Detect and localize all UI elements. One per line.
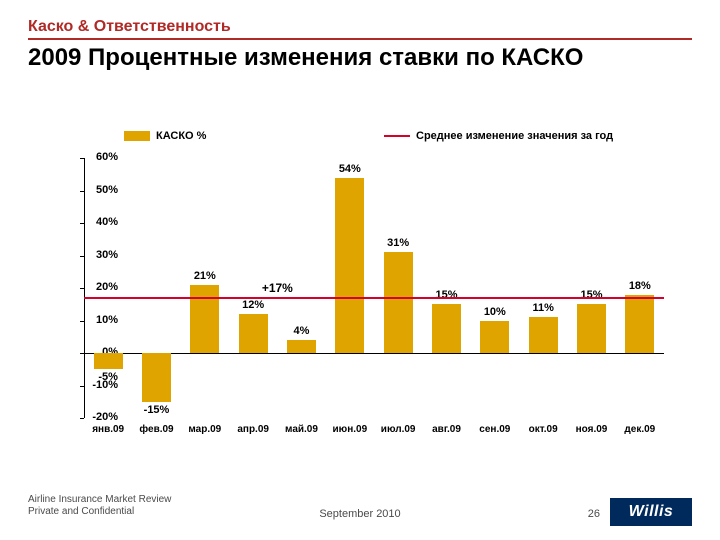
bar — [287, 340, 316, 353]
chart-legend: КАСКО % Среднее изменение значения за го… — [44, 130, 684, 156]
bar — [625, 295, 654, 354]
footer-line1: Airline Insurance Market Review — [28, 494, 692, 506]
logo-text: Willis — [629, 503, 674, 521]
bar — [142, 353, 171, 402]
x-tick-label: окт.09 — [529, 424, 558, 435]
y-tick-label: -20% — [78, 411, 118, 423]
x-axis — [84, 353, 664, 354]
section-rule — [28, 38, 692, 40]
bar — [480, 321, 509, 354]
willis-logo: Willis — [610, 498, 692, 526]
bar — [190, 285, 219, 353]
x-tick-label: апр.09 — [237, 424, 269, 435]
bar-value-label: 15% — [435, 289, 457, 301]
legend-item-line: Среднее изменение значения за год — [384, 130, 613, 142]
y-tick-label: 10% — [78, 314, 118, 326]
bar-value-label: -5% — [98, 371, 118, 383]
bar-value-label: 12% — [242, 299, 264, 311]
bar-value-label: 31% — [387, 237, 409, 249]
section-subtitle: Каско & Ответственность — [28, 18, 692, 36]
line-swatch-icon — [384, 135, 410, 137]
bar — [239, 314, 268, 353]
x-tick-label: фев.09 — [139, 424, 173, 435]
y-tick-label: 20% — [78, 281, 118, 293]
legend-item-bar: КАСКО % — [124, 130, 206, 142]
bar — [94, 353, 123, 369]
y-tick-label: 60% — [78, 151, 118, 163]
page-number: 26 — [588, 508, 600, 520]
x-tick-label: дек.09 — [624, 424, 655, 435]
legend-bar-label: КАСКО % — [156, 130, 206, 142]
legend-line-label: Среднее изменение значения за год — [416, 130, 613, 142]
average-label: +17% — [262, 281, 293, 295]
bar-value-label: 15% — [580, 289, 602, 301]
bar-value-label: 11% — [532, 302, 553, 314]
x-tick-label: сен.09 — [479, 424, 510, 435]
x-tick-label: июл.09 — [381, 424, 416, 435]
x-tick-label: янв.09 — [92, 424, 124, 435]
bar — [577, 304, 606, 353]
bar-value-label: 21% — [194, 270, 216, 282]
average-line — [84, 297, 664, 299]
x-tick-label: май.09 — [285, 424, 318, 435]
bar-value-label: -15% — [144, 404, 170, 416]
y-tick-label: 30% — [78, 249, 118, 261]
footer-date: September 2010 — [319, 508, 400, 520]
y-tick-label: 40% — [78, 216, 118, 228]
bar-value-label: 54% — [339, 163, 361, 175]
bar — [335, 178, 364, 354]
bar — [384, 252, 413, 353]
bar-value-label: 10% — [484, 306, 506, 318]
bar-swatch-icon — [124, 131, 150, 141]
bar-value-label: 4% — [294, 325, 310, 337]
y-tick-label: 50% — [78, 184, 118, 196]
slide-title: 2009 Процентные изменения ставки по КАСК… — [28, 44, 692, 72]
footer: Airline Insurance Market Review Private … — [28, 494, 692, 526]
x-tick-label: мар.09 — [188, 424, 221, 435]
x-tick-label: авг.09 — [432, 424, 461, 435]
chart: КАСКО % Среднее изменение значения за го… — [44, 130, 684, 460]
x-tick-label: ноя.09 — [576, 424, 608, 435]
bar-value-label: 18% — [629, 280, 651, 292]
x-tick-label: июн.09 — [333, 424, 368, 435]
bar — [529, 317, 558, 353]
plot-area: -20%-10%0%10%20%30%40%50%60%-5%янв.09-15… — [84, 158, 664, 418]
bar — [432, 304, 461, 353]
